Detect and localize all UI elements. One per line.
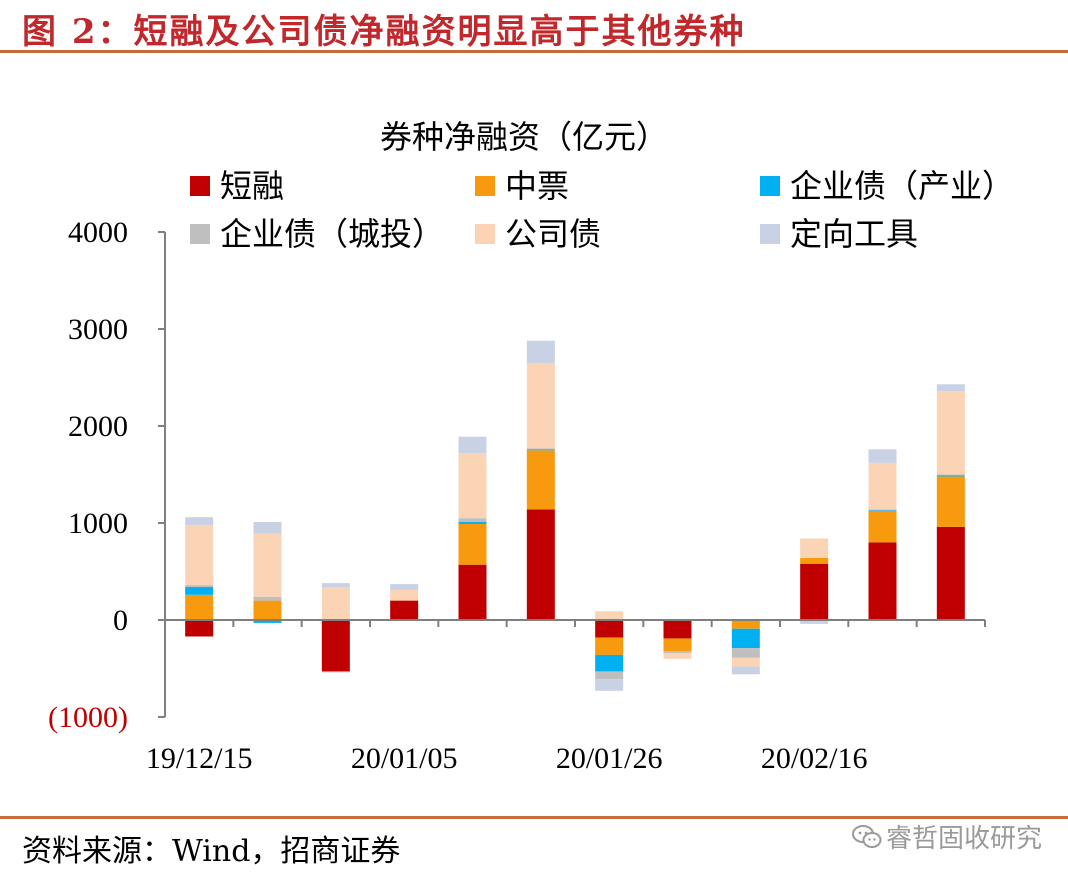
chart-title: 券种净融资（亿元） (380, 118, 668, 156)
bar-segment (458, 518, 487, 523)
legend-swatch (475, 176, 495, 196)
y-tick-label: 4000 (68, 216, 128, 249)
legend-label: 定向工具 (790, 215, 918, 253)
bar-segment (595, 620, 624, 638)
x-tick-label: 20/02/16 (761, 742, 868, 775)
bar-segment (595, 671, 624, 680)
bar-segment (321, 583, 350, 588)
bar-segment (185, 620, 214, 637)
bar-segment (595, 637, 624, 655)
bar-segment (868, 511, 897, 543)
bar-segment (731, 666, 760, 675)
x-tick-label: 19/12/15 (146, 742, 253, 775)
bar-segment (253, 620, 282, 623)
bar-segment (526, 450, 555, 510)
stacked-bar-chart: 券种净融资（亿元） 短融 中票 企业债（产业） 企业债（城投） 公司债 定向工具 (1000)… (48, 118, 1014, 775)
bar-segment (731, 648, 760, 658)
bar-segment (936, 476, 965, 527)
bar-segment (595, 611, 624, 620)
bar-segment (731, 620, 760, 629)
legend-swatch (760, 176, 780, 196)
y-tick-label: (1000) (48, 701, 128, 734)
legend-label: 公司债 (505, 215, 601, 253)
bar-segment (458, 436, 487, 454)
legend-swatch (190, 224, 210, 244)
watermark: 睿哲固收研究 (852, 818, 1042, 855)
bar-segment (526, 362, 555, 449)
bar-segment (663, 651, 692, 653)
bar-segment (185, 594, 214, 620)
bar-segment (526, 449, 555, 451)
wechat-icon (852, 824, 882, 848)
y-tick-label: 1000 (68, 507, 128, 540)
x-tick-label: 20/01/05 (351, 742, 458, 775)
bar-segment (321, 587, 350, 620)
watermark-text: 睿哲固收研究 (886, 824, 1043, 854)
top-rule (0, 50, 1068, 53)
bar-segment (458, 453, 487, 519)
bar-segment (868, 462, 897, 510)
bar-segment (595, 679, 624, 691)
bar-segment (526, 509, 555, 620)
bar-segment (458, 564, 487, 620)
bar-segment (868, 509, 897, 511)
bar-segment (390, 589, 419, 601)
y-tick-label: 3000 (68, 313, 128, 346)
source-note: 资料来源：Wind，招商证券 (22, 834, 401, 869)
bar-segment (800, 563, 829, 620)
y-tick-label: 0 (113, 604, 128, 637)
bar-segment (868, 542, 897, 620)
legend-label: 短融 (220, 167, 284, 205)
bar-segment (800, 557, 829, 564)
bar-segment (731, 628, 760, 649)
y-tick-label: 2000 (68, 410, 128, 443)
bar-segment (936, 384, 965, 392)
bar-segment (663, 638, 692, 652)
bar-segment (253, 596, 282, 601)
legend-swatch (190, 176, 210, 196)
bar-segment (253, 533, 282, 597)
bar-segment (868, 510, 897, 512)
x-tick-label: 20/01/26 (556, 742, 663, 775)
bar-segment (185, 587, 214, 595)
legend-swatch (475, 224, 495, 244)
legend-label: 企业债（城投） (220, 215, 444, 253)
bar-segment (185, 524, 214, 586)
bar-segment (253, 522, 282, 534)
bar-segment (800, 538, 829, 558)
bar-segment (526, 448, 555, 450)
bar-segment (390, 584, 419, 590)
bar-segment (458, 523, 487, 565)
bar-segment (458, 522, 487, 524)
bar-segment (663, 652, 692, 659)
bar-segment (936, 474, 965, 476)
bar-segment (731, 657, 760, 667)
bar-segment (663, 620, 692, 639)
bar-segment (321, 620, 350, 672)
legend-label: 中票 (505, 167, 569, 205)
bar-segment (936, 475, 965, 477)
bar-segment (253, 600, 282, 620)
figure-title: 图 2：短融及公司债净融资明显高于其他券种 (22, 12, 746, 52)
bar-segment (868, 449, 897, 463)
bar-segment (526, 340, 555, 363)
legend-swatch (760, 224, 780, 244)
bar-segment (185, 585, 214, 588)
bar-segment (936, 526, 965, 620)
bottom-rule (0, 816, 1068, 819)
bar-segment (595, 654, 624, 672)
bar-segment (185, 517, 214, 525)
legend-label: 企业债（产业） (790, 167, 1014, 205)
bar-segment (800, 620, 829, 624)
bar-segment (390, 600, 419, 620)
bar-segment (321, 671, 350, 673)
bar-segment (936, 391, 965, 475)
